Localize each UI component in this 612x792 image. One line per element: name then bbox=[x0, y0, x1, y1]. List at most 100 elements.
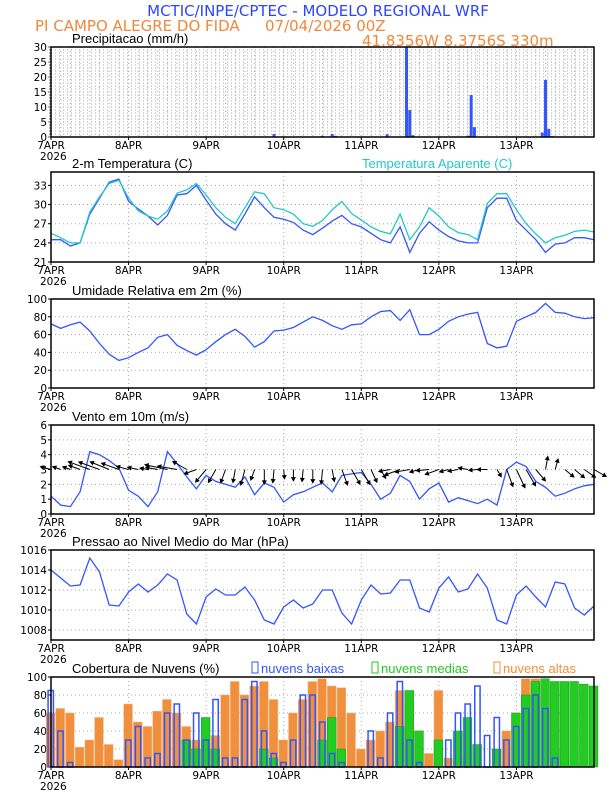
x-tick-label: 13APR bbox=[499, 643, 533, 655]
wind-arrow bbox=[144, 463, 168, 470]
y-tick-label: 30 bbox=[34, 42, 47, 54]
precip-bar bbox=[411, 135, 415, 137]
panel-title: 2-m Temperatura (C) bbox=[72, 156, 192, 171]
wind-arrow-shaft bbox=[144, 464, 168, 470]
x-tick-label: 12APR bbox=[422, 770, 456, 782]
wind-arrow bbox=[115, 464, 129, 470]
wind-arrow-head bbox=[343, 480, 349, 486]
wind-arrow-head bbox=[377, 468, 383, 474]
panel-title: Precipitacao (mm/h) bbox=[72, 31, 188, 46]
y-tick-label: 0 bbox=[40, 132, 47, 144]
wind-arrow bbox=[351, 469, 361, 485]
y-tick-label: 10 bbox=[34, 102, 47, 114]
wind-arrow bbox=[67, 460, 90, 470]
wind-arrow bbox=[100, 462, 120, 470]
x-tick-label: 7APR bbox=[37, 770, 65, 782]
cloud-bar-high bbox=[424, 753, 434, 768]
wind-arrow-head bbox=[67, 460, 73, 466]
run-time: 07/04/2026 00Z bbox=[265, 17, 386, 35]
wind-arrow bbox=[424, 469, 440, 476]
wind-arrow-head bbox=[569, 472, 575, 478]
y-tick-label: 100 bbox=[27, 672, 47, 684]
wind-arrow-head bbox=[541, 476, 547, 482]
wind-arrow-head bbox=[438, 468, 444, 474]
cloud-bar-high bbox=[356, 748, 366, 768]
legend-swatch-high bbox=[493, 661, 501, 674]
wind-arrow bbox=[156, 464, 178, 470]
wind-arrow-head bbox=[144, 463, 150, 468]
legend-swatch-medium bbox=[371, 661, 379, 674]
wind-arrow-head bbox=[497, 472, 502, 478]
wind-arrow bbox=[299, 469, 305, 483]
cloud-bar-high bbox=[230, 681, 240, 768]
x-tick-label: 9APR bbox=[192, 391, 220, 403]
series-line-rh bbox=[50, 302, 595, 362]
x-tick-label: 12APR bbox=[422, 517, 456, 529]
plot-frame bbox=[50, 549, 595, 641]
wind-arrow-head bbox=[231, 478, 237, 484]
x-year-label: 2026 bbox=[40, 528, 67, 540]
x-tick-label: 11APR bbox=[344, 265, 378, 277]
wind-arrow-head bbox=[207, 477, 213, 484]
wind-arrow bbox=[525, 469, 537, 487]
wind-arrow-head bbox=[219, 478, 225, 484]
wind-arrow-head bbox=[290, 477, 296, 482]
cloud-bar-medium bbox=[559, 681, 570, 768]
series-line-apparent bbox=[50, 179, 595, 244]
x-tick-label: 10APR bbox=[267, 517, 301, 529]
wind-arrow-head bbox=[183, 470, 189, 476]
wind-arrow-head bbox=[424, 470, 430, 476]
wind-arrow bbox=[564, 469, 575, 478]
wind-arrow-head bbox=[365, 480, 371, 486]
y-tick-label: 20 bbox=[34, 365, 47, 377]
x-year-label: 2026 bbox=[40, 276, 67, 288]
wind-arrow-head bbox=[356, 479, 361, 485]
cloud-bar-medium bbox=[579, 683, 589, 768]
wind-arrow bbox=[415, 467, 430, 473]
wind-arrow bbox=[67, 464, 81, 470]
panel-title: Vento em 10m (m/s) bbox=[72, 409, 189, 424]
precip-bar bbox=[405, 47, 409, 137]
x-tick-label: 12APR bbox=[422, 140, 456, 152]
y-tick-label: 1010 bbox=[20, 605, 47, 617]
x-tick-label: 10APR bbox=[267, 770, 301, 782]
cloud-bar-high bbox=[113, 759, 124, 768]
wind-arrow bbox=[377, 468, 391, 474]
cloud-bar-high bbox=[104, 744, 114, 768]
y-tick-label: 80 bbox=[34, 312, 47, 324]
x-tick-label: 10APR bbox=[267, 265, 301, 277]
cloud-bar-medium bbox=[569, 681, 579, 768]
wind-arrow bbox=[457, 465, 469, 471]
wind-arrow-head bbox=[139, 466, 145, 472]
y-tick-label: 60 bbox=[34, 330, 47, 342]
wind-arrow-head bbox=[126, 465, 132, 471]
grid bbox=[51, 47, 594, 137]
y-tick-label: 40 bbox=[34, 347, 47, 359]
wind-arrow bbox=[239, 469, 246, 486]
x-year-label: 2026 bbox=[40, 781, 67, 792]
wind-arrow-head bbox=[319, 480, 325, 485]
wind-arrow bbox=[506, 469, 515, 488]
wind-arrow-head bbox=[270, 478, 276, 484]
wind-arrow-head bbox=[531, 481, 537, 487]
y-tick-label: 80 bbox=[34, 690, 47, 702]
wind-arrow bbox=[231, 469, 237, 484]
y-tick-label: 100 bbox=[27, 294, 47, 306]
precip-bar bbox=[469, 95, 473, 137]
wind-arrow bbox=[61, 465, 71, 471]
wind-arrow bbox=[194, 469, 207, 483]
x-tick-label: 7APR bbox=[37, 140, 65, 152]
wind-arrow-head bbox=[299, 477, 305, 483]
series-line-speed bbox=[50, 450, 595, 508]
precip-bar bbox=[408, 110, 412, 137]
cloud-bar-low bbox=[483, 734, 491, 768]
y-tick-label: 1012 bbox=[20, 585, 47, 597]
x-tick-label: 11APR bbox=[344, 140, 378, 152]
wind-arrow bbox=[467, 467, 478, 473]
x-tick-label: 11APR bbox=[344, 770, 378, 782]
wind-arrow-head bbox=[373, 477, 378, 484]
x-tick-label: 9APR bbox=[192, 140, 220, 152]
panel-temperature: 2-m Temperatura (C) 21 24 27 30 33 7APR 8APR 9AP… bbox=[34, 156, 595, 288]
x-tick-label: 7APR bbox=[37, 643, 65, 655]
